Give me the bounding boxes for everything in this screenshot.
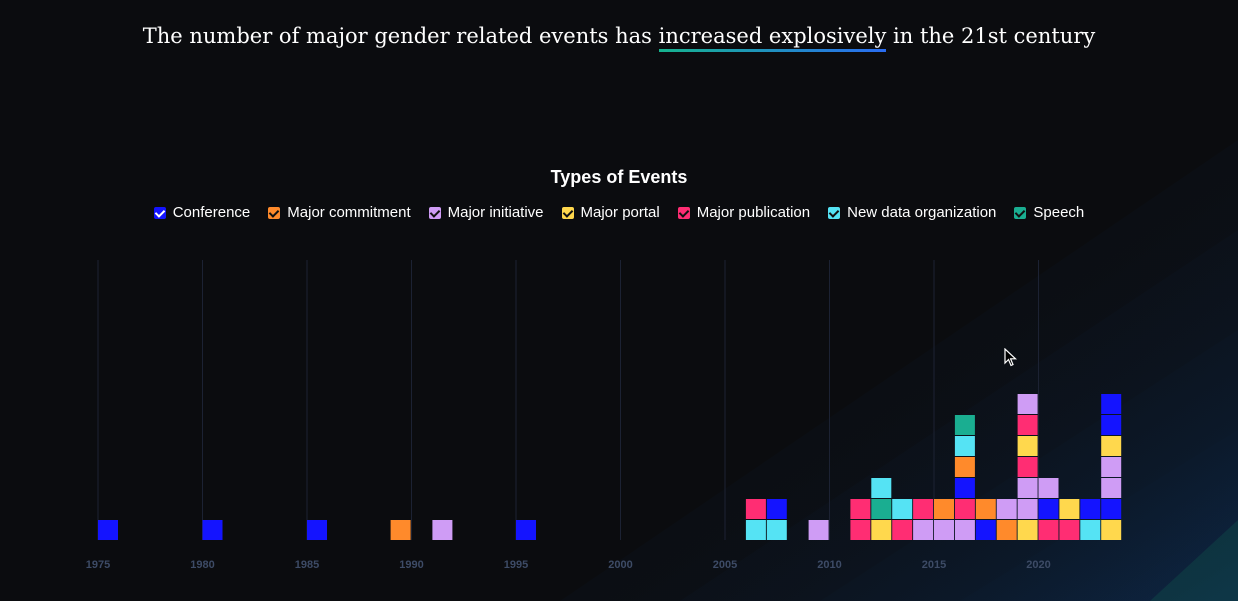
event-square-major-initiative[interactable]: [1017, 499, 1038, 519]
legend-checkbox-icon[interactable]: [561, 206, 574, 219]
event-square-major-initiative[interactable]: [1017, 394, 1038, 414]
legend-label: Speech: [1033, 204, 1085, 221]
legend-item-speech[interactable]: Speech: [1014, 204, 1084, 221]
event-square-major-initiative[interactable]: [1017, 478, 1038, 498]
legend-label: New data organization: [847, 204, 997, 221]
legend-item-major-commitment[interactable]: Major commitment: [268, 204, 411, 221]
event-square-speech[interactable]: [871, 499, 892, 519]
event-square-major-publication[interactable]: [1017, 457, 1038, 477]
x-tick-label: 2000: [608, 559, 632, 571]
event-square-new-data-organization[interactable]: [745, 520, 766, 540]
event-square-conference[interactable]: [98, 520, 118, 540]
event-square-major-initiative[interactable]: [1038, 478, 1059, 498]
legend-item-major-portal[interactable]: Major portal: [561, 204, 660, 221]
event-square-major-portal[interactable]: [1017, 520, 1038, 540]
event-square-conference[interactable]: [1101, 394, 1122, 414]
headline-before: The number of major gender related event…: [142, 24, 659, 48]
x-tick-label: 2010: [817, 559, 841, 571]
event-square-major-publication[interactable]: [745, 499, 766, 519]
event-square-major-publication[interactable]: [850, 520, 871, 540]
event-square-major-publication[interactable]: [1038, 520, 1059, 540]
legend-label: Major commitment: [287, 204, 411, 221]
x-tick-label: 1980: [190, 559, 214, 571]
legend-label: Major publication: [696, 204, 811, 221]
legend-label: Major portal: [580, 204, 660, 221]
event-square-major-initiative[interactable]: [1101, 457, 1122, 477]
event-square-major-publication[interactable]: [954, 499, 975, 519]
event-square-major-initiative[interactable]: [808, 520, 829, 540]
x-tick-label: 1990: [399, 559, 423, 571]
x-tick-label: 1995: [504, 559, 528, 571]
event-square-conference[interactable]: [975, 520, 996, 540]
event-square-conference[interactable]: [516, 520, 536, 540]
mouse-cursor-icon: [1004, 348, 1018, 367]
event-square-major-commitment[interactable]: [996, 520, 1017, 540]
event-square-major-commitment[interactable]: [390, 520, 411, 540]
event-square-major-commitment[interactable]: [954, 457, 975, 477]
legend-item-major-publication[interactable]: Major publication: [677, 204, 811, 221]
event-square-new-data-organization[interactable]: [766, 520, 787, 540]
event-square-conference[interactable]: [766, 499, 787, 519]
event-square-new-data-organization[interactable]: [892, 499, 913, 519]
event-square-major-commitment[interactable]: [934, 499, 954, 519]
legend-item-major-initiative[interactable]: Major initiative: [428, 204, 544, 221]
event-square-new-data-organization[interactable]: [1080, 520, 1101, 540]
legend-checkbox-icon[interactable]: [428, 206, 441, 219]
legend-item-conference[interactable]: Conference: [153, 204, 251, 221]
legend-checkbox-icon[interactable]: [153, 206, 166, 219]
event-square-conference[interactable]: [954, 478, 975, 498]
event-square-major-portal[interactable]: [1059, 499, 1080, 519]
chart-title: Types of Events: [550, 167, 688, 187]
event-square-major-portal[interactable]: [1101, 436, 1122, 456]
event-square-major-initiative[interactable]: [432, 520, 453, 540]
headline-after: in the 21st century: [886, 24, 1096, 48]
event-square-major-initiative[interactable]: [913, 520, 934, 540]
event-square-major-initiative[interactable]: [996, 499, 1017, 519]
event-square-major-publication[interactable]: [913, 499, 934, 519]
legend-checkbox-icon[interactable]: [677, 206, 690, 219]
event-square-conference[interactable]: [1101, 499, 1122, 519]
legend-checkbox-icon[interactable]: [828, 206, 841, 219]
legend-label: Major initiative: [447, 204, 544, 221]
event-square-conference[interactable]: [307, 520, 327, 540]
event-square-conference[interactable]: [1080, 499, 1101, 519]
event-square-major-commitment[interactable]: [975, 499, 996, 519]
legend-checkbox-icon[interactable]: [1014, 206, 1027, 219]
event-square-new-data-organization[interactable]: [954, 436, 975, 456]
event-square-major-publication[interactable]: [850, 499, 871, 519]
event-square-conference[interactable]: [1038, 499, 1059, 519]
x-tick-label: 1975: [86, 559, 110, 571]
event-square-major-initiative[interactable]: [1101, 478, 1122, 498]
x-tick-label: 2020: [1026, 559, 1050, 571]
event-square-major-initiative[interactable]: [934, 520, 954, 540]
event-square-major-portal[interactable]: [1101, 520, 1122, 540]
event-square-major-publication[interactable]: [892, 520, 913, 540]
headline-highlight: increased explosively: [658, 24, 887, 52]
headline: The number of major gender related event…: [0, 24, 1238, 52]
legend: Conference Major commitment Major initiati…: [0, 204, 1238, 221]
legend-label: Conference: [172, 204, 251, 221]
x-tick-label: 1985: [295, 559, 319, 571]
event-square-conference[interactable]: [1101, 415, 1122, 435]
event-square-major-portal[interactable]: [1017, 436, 1038, 456]
event-square-major-publication[interactable]: [1017, 415, 1038, 435]
legend-item-new-data-organization[interactable]: New data organization: [828, 204, 996, 221]
x-tick-label: 2015: [922, 559, 946, 571]
legend-checkbox-icon[interactable]: [268, 206, 281, 219]
event-square-major-portal[interactable]: [871, 520, 892, 540]
event-square-major-initiative[interactable]: [954, 520, 975, 540]
event-square-speech[interactable]: [954, 415, 975, 435]
event-square-new-data-organization[interactable]: [871, 478, 892, 498]
event-square-conference[interactable]: [202, 520, 223, 540]
event-square-major-publication[interactable]: [1059, 520, 1080, 540]
x-tick-label: 2005: [713, 559, 737, 571]
